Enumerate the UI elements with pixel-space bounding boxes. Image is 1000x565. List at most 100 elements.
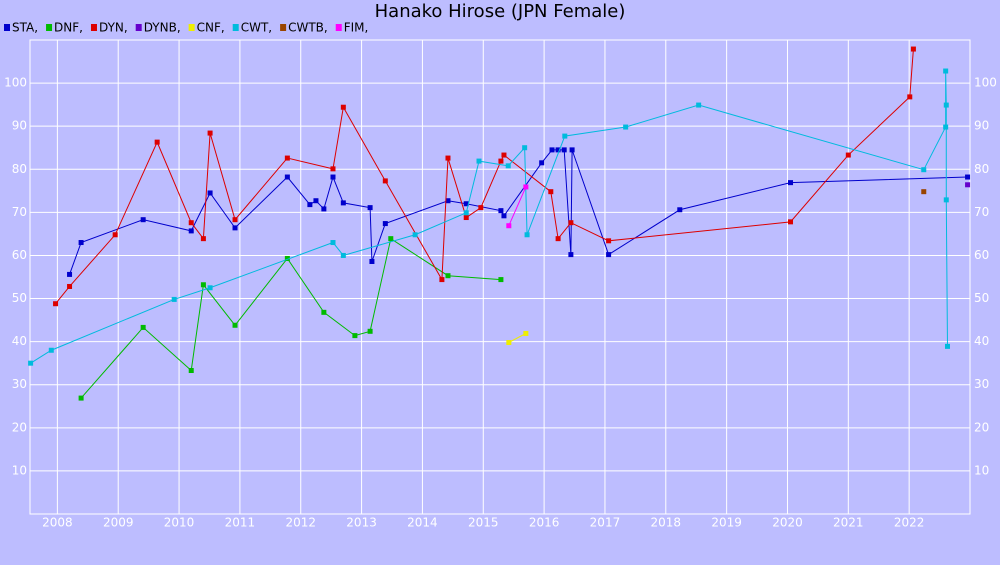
data-point	[788, 219, 794, 225]
data-point	[412, 232, 418, 238]
legend-swatch	[135, 24, 142, 31]
data-point	[549, 147, 555, 153]
data-point	[207, 285, 213, 291]
y-tick-label: 30	[12, 377, 27, 391]
data-point	[188, 228, 194, 234]
data-point	[321, 309, 327, 315]
data-point	[562, 133, 568, 139]
data-point	[677, 207, 683, 213]
data-point	[232, 322, 238, 328]
data-point	[140, 324, 146, 330]
series	[53, 46, 916, 307]
data-point	[28, 360, 34, 366]
data-point	[207, 130, 213, 136]
legend-swatch	[280, 24, 287, 31]
y-tick-label: 100	[4, 76, 27, 90]
series	[965, 182, 971, 188]
data-point	[188, 220, 194, 226]
x-tick-label: 2009	[103, 516, 134, 530]
data-point	[523, 330, 529, 336]
data-point	[907, 94, 913, 100]
data-point	[313, 198, 319, 204]
series	[506, 184, 529, 229]
x-tick-label: 2010	[164, 516, 195, 530]
data-point	[284, 174, 290, 180]
data-point	[367, 205, 373, 211]
data-point	[478, 205, 484, 211]
y-tick-label-right: 80	[974, 162, 989, 176]
data-point	[498, 277, 504, 283]
data-point	[910, 46, 916, 52]
data-point	[568, 220, 574, 226]
data-point	[606, 238, 612, 244]
series-line	[55, 49, 914, 305]
series	[28, 68, 950, 366]
data-point	[367, 328, 373, 334]
data-point	[171, 296, 177, 302]
data-point	[284, 255, 290, 261]
data-point	[476, 158, 482, 164]
x-tick-label: 2015	[468, 516, 499, 530]
legend-swatch	[335, 24, 342, 31]
data-point	[522, 145, 528, 151]
legend-label: CNF,	[197, 21, 225, 35]
data-point	[200, 236, 206, 242]
y-tick-label: 40	[12, 334, 27, 348]
series-line	[80, 237, 501, 399]
data-point	[943, 102, 949, 108]
y-tick-label: 10	[12, 463, 27, 477]
data-point	[445, 155, 451, 161]
data-point	[501, 152, 507, 158]
data-point	[498, 158, 504, 164]
data-point	[845, 152, 851, 158]
series-line	[508, 333, 527, 343]
y-tick-label: 80	[12, 162, 27, 176]
data-point	[965, 182, 971, 188]
legend-label: DYN,	[99, 21, 128, 35]
x-tick-label: 2014	[407, 516, 438, 530]
data-point	[965, 174, 971, 180]
x-tick-label: 2008	[42, 516, 73, 530]
data-point	[555, 147, 561, 153]
data-point	[506, 339, 512, 345]
legend-label: CWT,	[241, 21, 272, 35]
data-point	[463, 210, 469, 216]
x-tick-label: 2022	[894, 516, 925, 530]
data-point	[943, 197, 949, 203]
legend-label: DNF,	[54, 21, 83, 35]
data-point	[78, 240, 84, 246]
data-point	[382, 221, 388, 227]
y-tick-label-right: 30	[974, 377, 989, 391]
y-tick-label-right: 100	[974, 76, 997, 90]
data-point	[788, 180, 794, 186]
y-tick-label-right: 70	[974, 205, 989, 219]
y-tick-label-right: 90	[974, 119, 989, 133]
y-tick-label: 70	[12, 205, 27, 219]
data-point	[78, 395, 84, 401]
data-point	[921, 189, 927, 195]
data-point	[561, 147, 567, 153]
data-point	[321, 206, 327, 212]
x-tick-label: 2011	[225, 516, 256, 530]
y-tick-label-right: 60	[974, 248, 989, 262]
legend-swatch	[4, 24, 10, 31]
x-tick-label: 2012	[285, 516, 316, 530]
series-line	[508, 186, 527, 226]
data-point	[232, 217, 238, 223]
data-point	[154, 139, 160, 145]
data-point	[53, 301, 59, 307]
y-tick-label-right: 50	[974, 291, 989, 305]
data-point	[340, 200, 346, 206]
y-tick-label-right: 20	[974, 420, 989, 434]
data-point	[330, 240, 336, 246]
x-tick-label: 2021	[833, 516, 864, 530]
legend-swatch	[90, 24, 97, 31]
data-point	[548, 189, 554, 195]
data-point	[524, 232, 530, 238]
series	[67, 147, 971, 277]
data-point	[112, 232, 118, 238]
data-point	[48, 347, 54, 353]
data-point	[67, 271, 73, 277]
data-point	[307, 202, 313, 208]
